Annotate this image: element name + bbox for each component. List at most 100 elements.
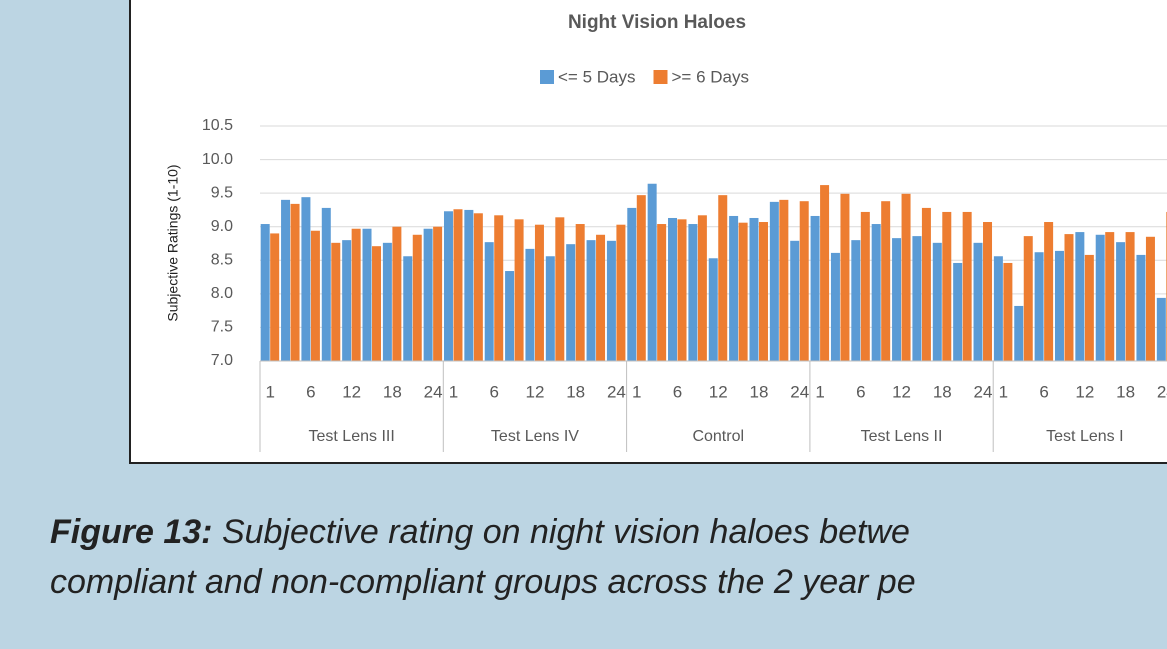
bar [921,207,931,361]
bar [627,207,637,361]
x-tick-label: 1 [632,382,641,401]
bar [1095,234,1105,361]
bar [647,183,657,361]
y-tick-label: 10.5 [202,117,233,134]
x-tick-label: 12 [342,382,361,401]
bar [545,256,555,361]
x-tick-label: 18 [1116,382,1135,401]
bar [993,256,1003,361]
x-tick-label: 1 [815,382,824,401]
x-tick-label: 6 [856,382,865,401]
x-tick-label: 24 [974,382,993,401]
x-tick-label: 6 [1039,382,1048,401]
bar [1136,254,1146,361]
y-tick-label: 9.5 [211,184,233,201]
bar [464,209,474,361]
y-tick-label: 8.5 [211,252,233,269]
x-tick-label: 24 [790,382,809,401]
bar [953,262,963,361]
group-label: Test Lens IV [491,428,579,445]
bar [596,234,606,361]
bar [443,211,453,361]
bar [881,201,891,361]
bar [729,215,739,361]
bar [1145,236,1155,361]
x-tick-label: 6 [489,382,498,401]
bar [494,215,504,361]
chart-title: Night Vision Haloes [568,12,746,33]
bar [433,226,443,361]
bar [310,230,320,361]
bar [636,195,646,361]
x-tick-label: 12 [709,382,728,401]
bar [718,195,728,361]
x-tick-label: 6 [306,382,315,401]
bar [1034,252,1044,361]
bar [321,207,331,361]
x-tick-label: 12 [525,382,544,401]
caption-line: Figure 13: Subjective rating on night vi… [50,513,910,551]
bar [372,246,382,361]
bar [668,217,678,361]
bar [1156,297,1166,361]
bar [606,240,616,361]
bar [973,242,983,361]
group-label: Test Lens III [309,428,395,445]
bar [677,219,687,361]
bar [412,234,422,361]
x-tick-label: 24 [607,382,626,401]
bar [657,224,667,361]
bar [270,233,280,361]
y-tick-label: 7.0 [211,352,233,369]
caption-label: Figure 13: [50,513,212,551]
bar [351,228,361,361]
x-tick-label: 1 [449,382,458,401]
group-label: Test Lens I [1046,428,1123,445]
bar [820,185,830,361]
bar [1116,242,1126,361]
y-axis-title: Subjective Ratings (1-10) [165,164,181,321]
bar [790,240,800,361]
bar [830,252,840,361]
bar [555,217,565,361]
x-tick-label: 12 [1075,382,1094,401]
bar [738,222,748,361]
bar [892,238,902,361]
y-tick-label: 10.0 [202,151,233,168]
legend-label: <= 5 Days [558,67,636,86]
bar [1014,305,1024,361]
bar [758,222,768,361]
bar [708,258,718,361]
bar [912,236,922,361]
bar [281,199,291,361]
bar [362,228,372,361]
bar [382,242,392,361]
bar [932,242,942,361]
bar [1003,262,1013,361]
bar [1023,236,1033,361]
x-tick-label: 18 [933,382,952,401]
bar [1044,222,1054,361]
bar [1125,232,1135,361]
bar [799,201,809,361]
bar [534,224,544,361]
legend-swatch [653,70,668,84]
bar [840,193,850,361]
bar [697,215,707,361]
bar [575,224,585,361]
x-tick-label: 6 [673,382,682,401]
bar [342,240,352,361]
y-tick-label: 8.0 [211,285,233,302]
legend-swatch [540,70,554,84]
bar [301,197,311,361]
bar [1054,250,1064,361]
x-tick-label: 18 [383,382,402,401]
caption-line: compliant and non-compliant groups acros… [50,563,916,601]
bar [871,224,881,361]
bar [779,199,789,361]
bar [290,203,300,361]
bar [331,242,341,361]
bar [851,240,861,361]
